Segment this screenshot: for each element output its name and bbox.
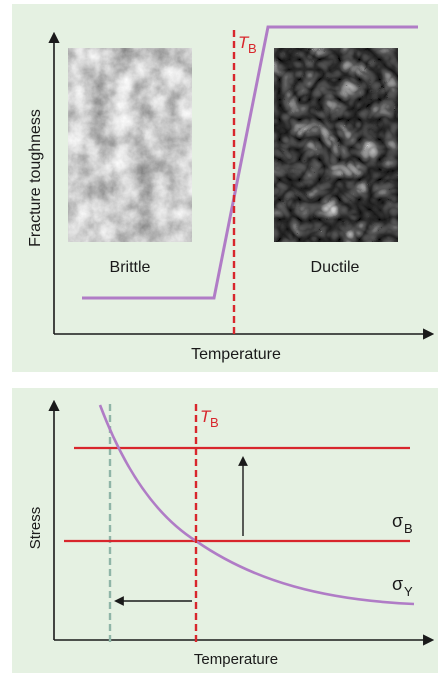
brittle-micrograph [68,48,192,242]
bottom-y-axis-label: Stress [27,507,44,550]
stress-panel [12,388,438,673]
sigma-y-subscript: Y [404,584,413,599]
brittle-caption: Brittle [110,259,151,276]
bottom-threshold-subscript: B [210,415,219,430]
top-y-axis-label: Fracture toughness [27,109,44,247]
top-x-axis-label: Temperature [191,346,281,363]
sigma-y-label: σ [392,574,403,594]
top-diagram: T B Brittle Ductile Fracture toughness T… [27,25,435,363]
ductile-micrograph [274,48,398,242]
bottom-threshold-label: T [200,407,212,426]
top-threshold-label: T [238,33,250,52]
sigma-b-subscript: B [404,521,413,536]
ductile-caption: Ductile [311,259,360,276]
bottom-diagram: T B σ B σ Y Stress Temperature [27,399,435,668]
toughness-curve [82,25,418,300]
sigma-b-label: σ [392,511,403,531]
yield-stress-curve [98,404,415,606]
bottom-x-axis-label: Temperature [194,651,278,668]
top-threshold-subscript: B [248,41,257,56]
